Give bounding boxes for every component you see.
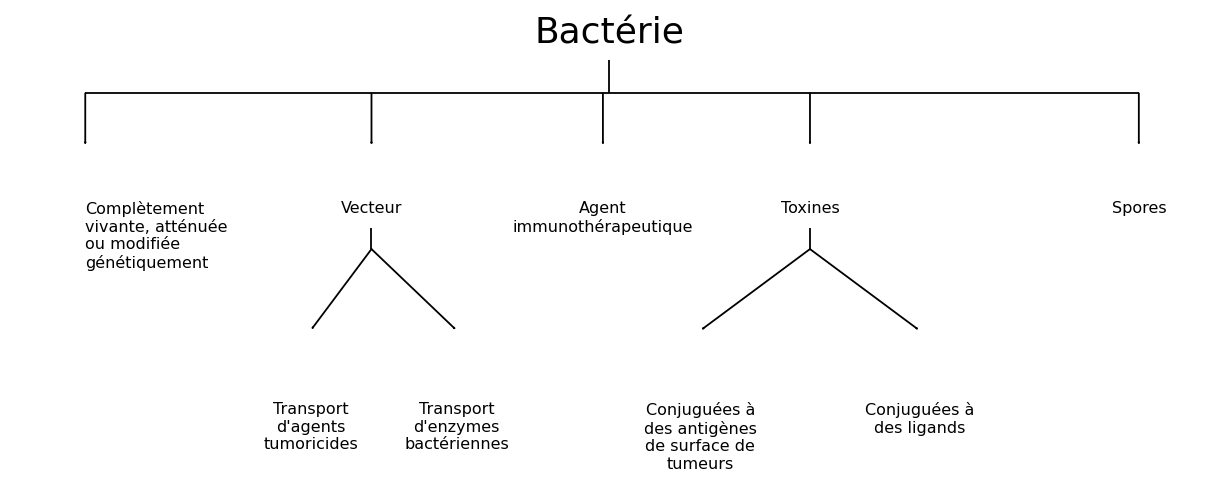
Text: Agent
immunothérapeutique: Agent immunothérapeutique xyxy=(513,201,693,235)
Text: Bactérie: Bactérie xyxy=(533,17,685,50)
Text: Spores: Spores xyxy=(1112,201,1166,216)
Text: Toxines: Toxines xyxy=(781,201,839,216)
Text: Conjuguées à
des ligands: Conjuguées à des ligands xyxy=(865,402,974,436)
Text: Conjuguées à
des antigènes
de surface de
tumeurs: Conjuguées à des antigènes de surface de… xyxy=(644,402,756,472)
Text: Vecteur: Vecteur xyxy=(341,201,402,216)
Text: Complètement
vivante, atténuée
ou modifiée
génétiquement: Complètement vivante, atténuée ou modifi… xyxy=(85,201,228,271)
Text: Transport
d'agents
tumoricides: Transport d'agents tumoricides xyxy=(263,402,358,452)
Text: Transport
d'enzymes
bactériennes: Transport d'enzymes bactériennes xyxy=(404,402,509,452)
